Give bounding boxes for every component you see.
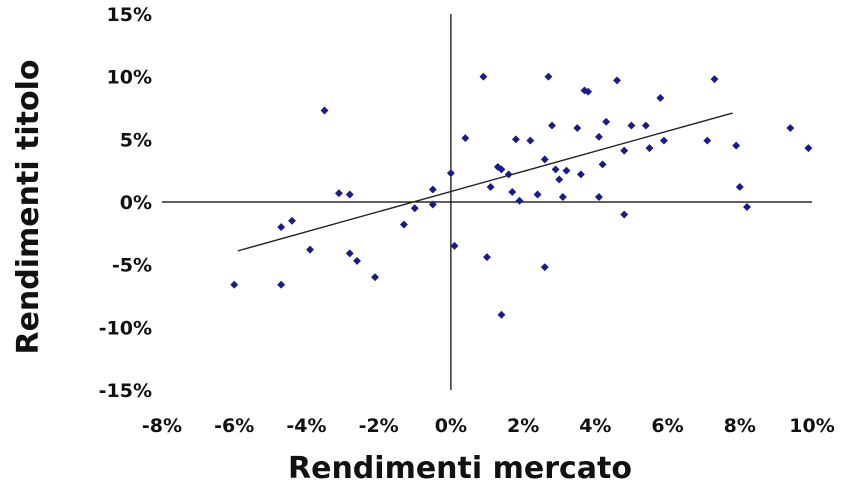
data-point <box>540 263 549 272</box>
data-point <box>620 146 629 155</box>
data-point <box>483 253 491 262</box>
data-point <box>804 144 813 153</box>
trendline <box>237 112 733 252</box>
x-tick-label: -4% <box>286 415 326 437</box>
data-point <box>703 136 712 145</box>
data-point <box>461 134 470 143</box>
y-tick-label: -10% <box>99 317 152 339</box>
x-tick-label: 4% <box>579 415 611 437</box>
data-point <box>450 241 459 250</box>
x-tick-label: 0% <box>435 415 467 437</box>
data-point <box>230 280 239 289</box>
data-point <box>334 189 343 198</box>
data-point <box>735 183 744 191</box>
axes-layer <box>162 14 812 390</box>
data-point <box>345 249 354 258</box>
data-point <box>288 216 296 225</box>
data-point <box>511 135 520 144</box>
trendline-layer <box>237 112 733 252</box>
data-point <box>573 124 582 133</box>
data-point <box>659 136 668 145</box>
data-point <box>277 280 286 289</box>
data-point <box>613 76 621 85</box>
data-point <box>345 190 354 199</box>
data-point <box>497 310 506 319</box>
data-point <box>641 121 650 130</box>
x-tick-label: 6% <box>651 415 683 437</box>
y-tick-labels: 15% 10% 5% 0% -5% -10% -15% <box>99 4 152 402</box>
data-point <box>399 220 408 229</box>
x-tick-label: 10% <box>789 415 834 437</box>
data-point <box>786 124 795 133</box>
data-point <box>277 223 286 232</box>
data-point <box>428 200 437 209</box>
y-tick-label: -5% <box>112 255 152 277</box>
x-axis-title: Rendimenti mercato <box>288 451 632 483</box>
data-point <box>594 132 603 141</box>
x-tick-label: -6% <box>214 415 254 437</box>
data-point <box>656 94 665 102</box>
data-point <box>320 106 329 115</box>
data-point <box>562 166 571 175</box>
x-tick-labels: -8% -6% -4% -2% 0% 2% 4% 6% 8% 10% <box>142 415 835 437</box>
data-point <box>551 165 560 174</box>
y-tick-label: -15% <box>99 380 152 402</box>
data-point <box>515 196 524 205</box>
x-tick-label: 8% <box>724 415 756 437</box>
x-tick-label: -2% <box>359 415 399 437</box>
y-tick-label: 5% <box>120 129 152 151</box>
data-point <box>544 72 553 81</box>
data-point <box>710 75 719 84</box>
data-point <box>548 121 556 130</box>
data-point <box>371 273 380 282</box>
data-point <box>497 165 506 174</box>
data-point <box>645 144 654 153</box>
data-point <box>508 188 517 196</box>
y-tick-label: 10% <box>107 67 152 89</box>
data-point <box>732 141 741 150</box>
data-point <box>620 210 629 219</box>
points-layer <box>230 72 813 319</box>
data-point <box>479 72 488 81</box>
x-tick-label: 2% <box>507 415 539 437</box>
data-point <box>576 170 585 179</box>
data-point <box>533 190 542 199</box>
data-point <box>598 160 607 169</box>
data-point <box>558 193 567 201</box>
data-point <box>428 185 437 194</box>
data-point <box>504 170 513 179</box>
data-point <box>743 203 751 211</box>
data-point <box>410 204 419 213</box>
x-tick-label: -8% <box>142 415 182 437</box>
data-point <box>306 245 315 254</box>
data-point <box>540 155 549 164</box>
data-point <box>602 117 611 126</box>
data-point <box>555 175 564 184</box>
data-point <box>526 136 535 145</box>
data-point <box>486 183 495 191</box>
data-point <box>594 193 603 201</box>
data-point <box>446 169 455 178</box>
data-point <box>627 121 636 130</box>
y-tick-label: 0% <box>120 192 152 214</box>
data-point <box>353 256 361 265</box>
y-tick-label: 15% <box>107 4 152 26</box>
y-axis-title: Rendimenti titolo <box>11 59 46 354</box>
